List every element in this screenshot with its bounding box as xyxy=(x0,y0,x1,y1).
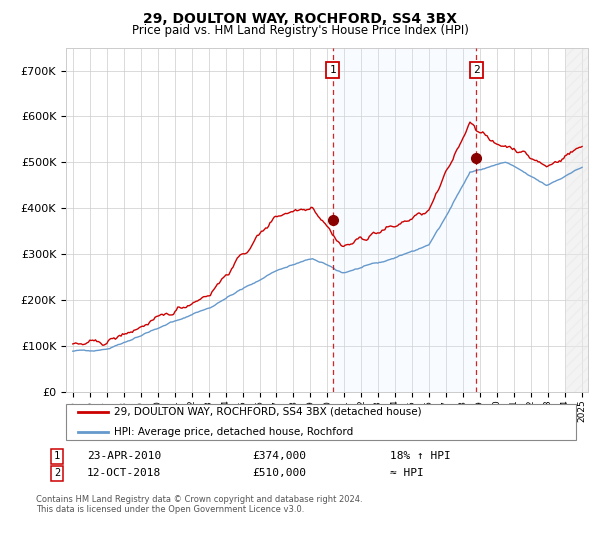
Text: £374,000: £374,000 xyxy=(252,451,306,461)
Text: 1: 1 xyxy=(329,65,336,75)
Bar xyxy=(566,48,588,392)
Text: 2: 2 xyxy=(54,468,60,478)
Text: Price paid vs. HM Land Registry's House Price Index (HPI): Price paid vs. HM Land Registry's House … xyxy=(131,24,469,36)
Text: £510,000: £510,000 xyxy=(252,468,306,478)
Text: 29, DOULTON WAY, ROCHFORD, SS4 3BX (detached house): 29, DOULTON WAY, ROCHFORD, SS4 3BX (deta… xyxy=(114,407,422,417)
Text: 29, DOULTON WAY, ROCHFORD, SS4 3BX: 29, DOULTON WAY, ROCHFORD, SS4 3BX xyxy=(143,12,457,26)
Text: HPI: Average price, detached house, Rochford: HPI: Average price, detached house, Roch… xyxy=(114,427,353,437)
Text: ≈ HPI: ≈ HPI xyxy=(390,468,424,478)
Text: 1: 1 xyxy=(54,451,60,461)
Text: 2: 2 xyxy=(473,65,480,75)
Text: 12-OCT-2018: 12-OCT-2018 xyxy=(87,468,161,478)
Bar xyxy=(332,48,476,392)
Text: Contains HM Land Registry data © Crown copyright and database right 2024.: Contains HM Land Registry data © Crown c… xyxy=(36,495,362,504)
Text: This data is licensed under the Open Government Licence v3.0.: This data is licensed under the Open Gov… xyxy=(36,505,304,514)
Text: 23-APR-2010: 23-APR-2010 xyxy=(87,451,161,461)
Text: 18% ↑ HPI: 18% ↑ HPI xyxy=(390,451,451,461)
